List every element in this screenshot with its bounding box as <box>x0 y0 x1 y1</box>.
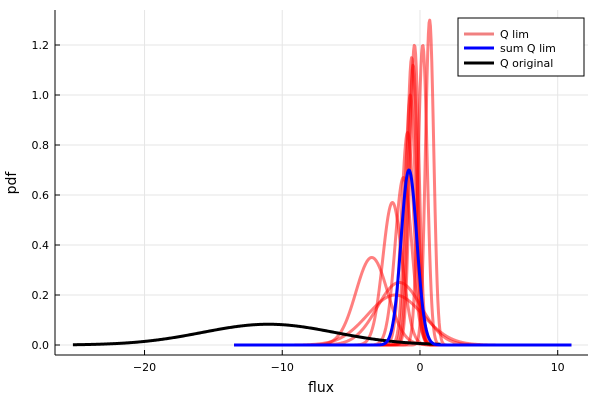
x-axis-label: flux <box>308 380 334 396</box>
axes <box>54 10 588 356</box>
y-tick-label: 0.6 <box>32 189 50 202</box>
sum-q-lim-curve <box>233 168 573 347</box>
ticks: −20 −10 0 10 0.0 0.2 0.4 0.6 0.8 1.0 1.2 <box>32 39 565 374</box>
x-tick-label: 0 <box>416 361 423 374</box>
legend-label-q-original: Q original <box>500 57 553 70</box>
x-tick-label: −10 <box>271 361 294 374</box>
y-tick-label: 1.0 <box>32 89 50 102</box>
legend: Q lim sum Q lim Q original <box>457 17 585 77</box>
q-original-curve <box>72 322 442 347</box>
y-axis-label: pdf <box>4 171 20 195</box>
series-layer <box>72 18 573 347</box>
legend-label-q-lim: Q lim <box>500 28 529 41</box>
y-tick-label: 0.0 <box>32 339 50 352</box>
legend-label-sum-q-lim: sum Q lim <box>500 42 556 55</box>
y-tick-label: 0.8 <box>32 139 50 152</box>
y-tick-label: 1.2 <box>32 39 50 52</box>
y-tick-label: 0.4 <box>32 239 50 252</box>
x-tick-label: −20 <box>133 361 156 374</box>
y-tick-label: 0.2 <box>32 289 50 302</box>
x-tick-label: 10 <box>551 361 565 374</box>
